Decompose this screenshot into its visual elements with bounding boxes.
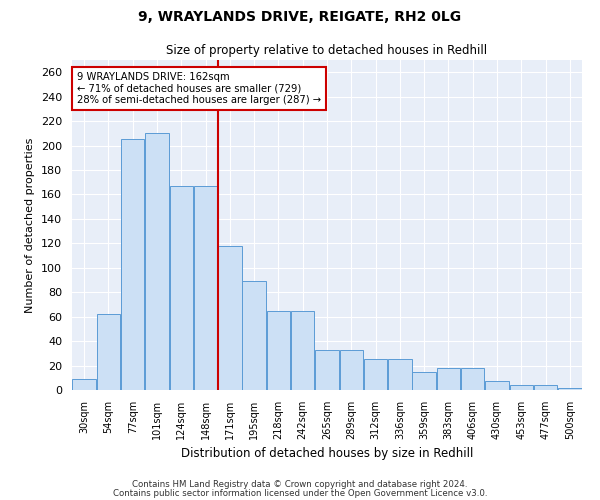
- Bar: [170, 186, 193, 390]
- Bar: [437, 368, 460, 390]
- Bar: [194, 186, 217, 390]
- Bar: [73, 379, 96, 390]
- Bar: [340, 350, 363, 390]
- Bar: [509, 385, 533, 390]
- Text: Contains public sector information licensed under the Open Government Licence v3: Contains public sector information licen…: [113, 490, 487, 498]
- Bar: [266, 310, 290, 390]
- Bar: [364, 360, 388, 390]
- Title: Size of property relative to detached houses in Redhill: Size of property relative to detached ho…: [166, 44, 488, 58]
- Bar: [291, 310, 314, 390]
- Bar: [218, 246, 242, 390]
- Bar: [558, 388, 581, 390]
- Bar: [242, 281, 266, 390]
- Text: Contains HM Land Registry data © Crown copyright and database right 2024.: Contains HM Land Registry data © Crown c…: [132, 480, 468, 489]
- X-axis label: Distribution of detached houses by size in Redhill: Distribution of detached houses by size …: [181, 448, 473, 460]
- Bar: [145, 134, 169, 390]
- Bar: [461, 368, 484, 390]
- Bar: [121, 140, 145, 390]
- Bar: [388, 360, 412, 390]
- Bar: [97, 314, 120, 390]
- Bar: [485, 382, 509, 390]
- Text: 9 WRAYLANDS DRIVE: 162sqm
← 71% of detached houses are smaller (729)
28% of semi: 9 WRAYLANDS DRIVE: 162sqm ← 71% of detac…: [77, 72, 321, 105]
- Y-axis label: Number of detached properties: Number of detached properties: [25, 138, 35, 312]
- Text: 9, WRAYLANDS DRIVE, REIGATE, RH2 0LG: 9, WRAYLANDS DRIVE, REIGATE, RH2 0LG: [139, 10, 461, 24]
- Bar: [412, 372, 436, 390]
- Bar: [315, 350, 339, 390]
- Bar: [534, 385, 557, 390]
